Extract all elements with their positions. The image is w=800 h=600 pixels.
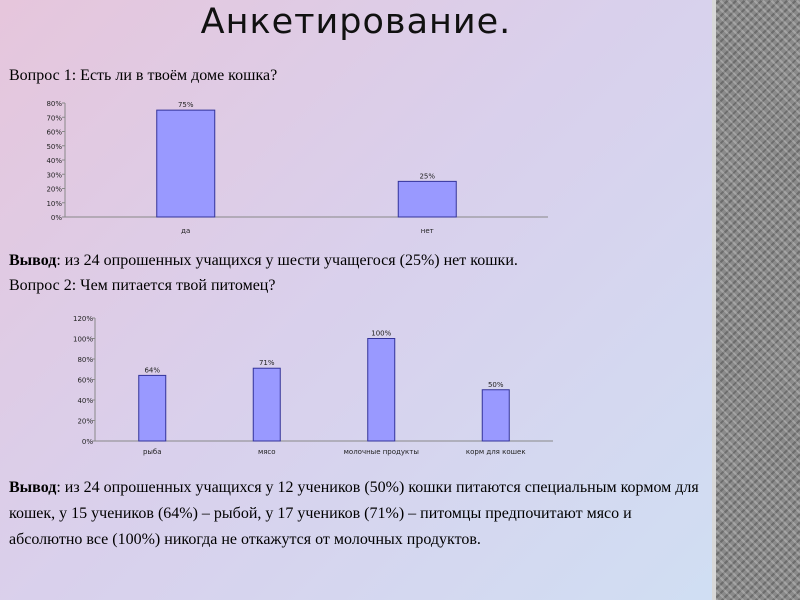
chart-2-category-label: молочные продукты xyxy=(344,448,419,456)
conclusion-1-text: : из 24 опрошенных учащихся у шести учащ… xyxy=(56,252,518,269)
chart-1-y-tick-label: 70% xyxy=(46,114,62,122)
chart-1-y-tick-label: 80% xyxy=(46,100,62,108)
chart-1-y-tick-label: 40% xyxy=(46,157,62,165)
chart-2-data-label: 100% xyxy=(371,330,391,338)
conclusion-2: Вывод: из 24 опрошенных учащихся у 12 уч… xyxy=(9,475,699,553)
chart-1-y-tick-label: 30% xyxy=(46,171,62,179)
decorative-texture-strip xyxy=(712,0,800,600)
conclusion-1-label: Вывод xyxy=(9,252,57,269)
chart-1-y-tick-label: 20% xyxy=(46,186,62,194)
chart-2-y-tick-label: 60% xyxy=(77,377,93,385)
slide-title: Анкетирование. xyxy=(200,2,512,42)
conclusion-1: Вывод: из 24 опрошенных учащихся у шести… xyxy=(9,248,518,274)
conclusion-2-text: : из 24 опрошенных учащихся у 12 ученико… xyxy=(9,479,699,548)
chart-1-bar xyxy=(156,109,216,218)
chart-2-bar xyxy=(367,338,396,442)
chart-1-category-label: нет xyxy=(421,227,434,235)
chart-2-y-tick-label: 0% xyxy=(82,438,93,446)
chart-1-category-label: да xyxy=(181,227,190,235)
chart-2-y-tick-label: 80% xyxy=(77,356,93,364)
chart-2-bar xyxy=(481,389,510,442)
chart-1-y-tick-label: 50% xyxy=(46,143,62,151)
chart-1-y-tick-label: 60% xyxy=(46,129,62,137)
chart-2-category-label: рыба xyxy=(143,448,162,456)
chart-2-bar xyxy=(252,367,281,442)
chart-1-y-tick-label: 10% xyxy=(46,200,62,208)
chart-2-category-label: мясо xyxy=(258,448,276,456)
chart-2-y-tick-label: 20% xyxy=(77,418,93,426)
chart-1-data-label: 75% xyxy=(178,101,194,109)
chart-2-y-tick-label: 100% xyxy=(73,336,93,344)
chart-1-data-label: 25% xyxy=(419,172,435,180)
chart-2-data-label: 71% xyxy=(259,359,275,367)
chart-2-category-label: корм для кошек xyxy=(466,448,526,456)
chart-2-y-tick-label: 40% xyxy=(77,397,93,405)
conclusion-2-label: Вывод xyxy=(9,479,57,496)
chart-2-bar xyxy=(138,374,167,442)
question-2: Вопрос 2: Чем питается твой питомец? xyxy=(9,277,276,294)
chart-2-data-label: 50% xyxy=(488,381,504,389)
chart-1-y-tick-label: 0% xyxy=(51,214,62,222)
chart-2-data-label: 64% xyxy=(144,366,160,374)
question-1: Вопрос 1: Есть ли в твоём доме кошка? xyxy=(9,67,278,84)
chart-1-bar xyxy=(397,180,457,218)
chart-2-y-tick-label: 120% xyxy=(73,315,93,323)
